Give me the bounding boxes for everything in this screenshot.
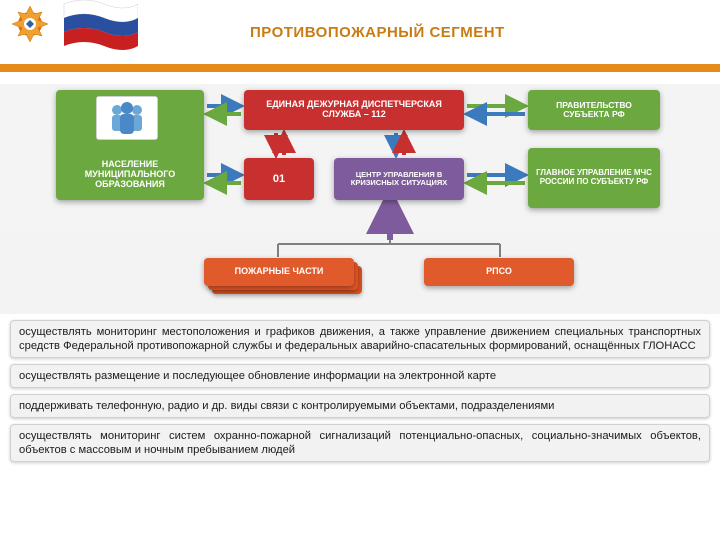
node-label: ЦЕНТР УПРАВЛЕНИЯ В КРИЗИСНЫХ СИТУАЦИЯХ [338,171,460,188]
flag-icon [60,0,138,50]
node-label: НАСЕЛЕНИЕ МУНИЦИПАЛЬНОГО ОБРАЗОВАНИЯ [60,160,200,190]
diagram-canvas: НАСЕЛЕНИЕ МУНИЦИПАЛЬНОГО ОБРАЗОВАНИЯ ЕДИ… [0,84,720,314]
text-block-4: осуществлять мониторинг систем охранно-п… [10,424,710,462]
population-icon [96,96,158,140]
text-block-1: осуществлять мониторинг местоположения и… [10,320,710,358]
node-rpso: РПСО [424,258,574,286]
text-blocks-area: осуществлять мониторинг местоположения и… [10,320,710,468]
node-label: ПРАВИТЕЛЬСТВО СУБЪЕКТА РФ [532,101,656,120]
node-label: 01 [273,173,285,185]
node-govt: ПРАВИТЕЛЬСТВО СУБЪЕКТА РФ [528,90,660,130]
node-label: ГЛАВНОЕ УПРАВЛЕНИЕ МЧС РОССИИ ПО СУБЪЕКТ… [532,169,656,187]
header-divider [0,64,720,72]
node-label: ПОЖАРНЫЕ ЧАСТИ [235,267,324,277]
page-title: ПРОТИВОПОЖАРНЫЙ СЕГМЕНТ [250,24,505,41]
text-block-2: осуществлять размещение и последующее об… [10,364,710,388]
node-label: ЕДИНАЯ ДЕЖУРНАЯ ДИСПЕТЧЕРСКАЯ СЛУЖБА – 1… [248,100,460,120]
emblem-icon [6,0,54,48]
node-gu-mchs: ГЛАВНОЕ УПРАВЛЕНИЕ МЧС РОССИИ ПО СУБЪЕКТ… [528,148,660,208]
node-edds112: ЕДИНАЯ ДЕЖУРНАЯ ДИСПЕТЧЕРСКАЯ СЛУЖБА – 1… [244,90,464,130]
node-crisis-center: ЦЕНТР УПРАВЛЕНИЯ В КРИЗИСНЫХ СИТУАЦИЯХ [334,158,464,200]
node-01: 01 [244,158,314,200]
node-label: РПСО [486,267,512,277]
text-block-3: поддерживать телефонную, радио и др. вид… [10,394,710,418]
header: ПРОТИВОПОЖАРНЫЙ СЕГМЕНТ [0,0,720,60]
node-fire-parts: ПОЖАРНЫЕ ЧАСТИ [204,258,354,286]
